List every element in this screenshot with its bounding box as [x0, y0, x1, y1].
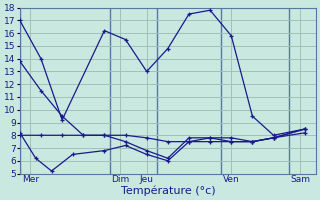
X-axis label: Température (°c): Température (°c) [121, 185, 215, 196]
